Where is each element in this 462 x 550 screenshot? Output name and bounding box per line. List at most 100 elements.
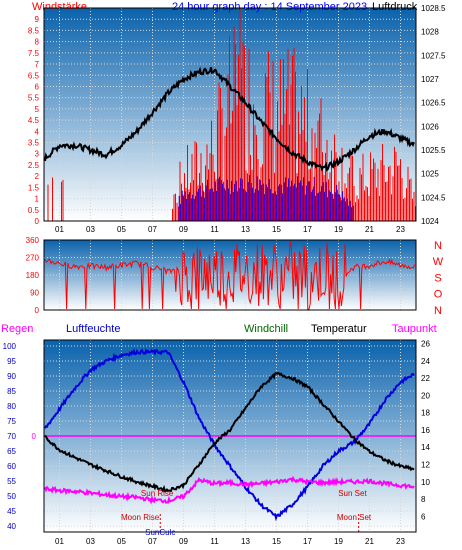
pressure-tick-label: 1025 [421, 170, 439, 179]
plot-frame [43, 239, 417, 311]
x-tick-label: 21 [365, 537, 374, 546]
wind-speed-tick-label: 1 [35, 195, 40, 204]
pressure-tick-label: 1027 [421, 75, 439, 84]
x-tick-label: 15 [272, 225, 281, 234]
x-tick-label: 05 [117, 225, 126, 234]
event-annotation: Moon Set [337, 513, 372, 522]
compass-label: O [434, 289, 443, 301]
temperature-line [44, 372, 415, 493]
x-tick-label: 07 [148, 537, 157, 546]
wind-speed-tick-label: 1.5 [28, 183, 40, 192]
humidity-tick-label: 90 [7, 372, 16, 381]
x-tick-label: 09 [179, 225, 188, 234]
humidity-tick-label: 80 [7, 402, 16, 411]
temperature-tick-label: 8 [421, 495, 426, 504]
wind-speed-tick-label: 2.5 [28, 161, 40, 170]
pressure-line [44, 66, 415, 172]
wind-speed-tick-label: 3 [35, 150, 40, 159]
compass-label: W [433, 256, 444, 268]
pressure-tick-label: 1028 [421, 28, 439, 37]
compass-label: N [434, 305, 442, 317]
wind-speed-axis-title: Windstärke [32, 1, 87, 13]
wind-speed-tick-label: 4 [35, 127, 40, 136]
direction-tick-label: 0 [35, 306, 40, 315]
temperature-tick-label: 10 [421, 478, 430, 487]
humidity-tick-label: 85 [7, 387, 16, 396]
wind-speed-tick-label: 7 [35, 60, 40, 69]
wind-speed-tick-label: 6.5 [28, 71, 40, 80]
direction-tick-label: 90 [30, 289, 39, 298]
temperature-tick-label: 24 [421, 357, 430, 366]
pressure-tick-label: 1027.5 [421, 51, 446, 60]
event-annotation: Sun Rise [141, 489, 174, 498]
event-annotation: Sun Set [338, 489, 367, 498]
wind-speed-tick-label: 7.5 [28, 49, 40, 58]
humidity-line [44, 347, 415, 522]
event-annotation: SunCulc [145, 528, 175, 537]
x-tick-label: 01 [55, 537, 64, 546]
x-tick-label: 17 [303, 225, 312, 234]
humidity-tick-label: 50 [7, 492, 16, 501]
x-tick-label: 05 [117, 537, 126, 546]
humidity-tick-label: 45 [7, 507, 16, 516]
humidity-tick-label: 75 [7, 417, 16, 426]
x-tick-label: 21 [365, 225, 374, 234]
plot-frame [43, 7, 417, 222]
humidity-legend: Luftfeuchte [66, 323, 120, 335]
x-tick-label: 11 [210, 537, 219, 546]
temperature-tick-label: 20 [421, 391, 430, 400]
humidity-tick-label: 95 [7, 357, 16, 366]
wind-direction-series [44, 241, 416, 310]
wind-speed-tick-label: 8 [35, 38, 40, 47]
rain-zero-label: 0 [32, 432, 37, 441]
wind-speed-tick-label: 0.5 [28, 206, 40, 215]
wind-speed-tick-label: 3.5 [28, 139, 40, 148]
humidity-tick-label: 100 [3, 342, 17, 351]
dewpoint-legend: Taupunkt [392, 323, 437, 335]
wind-direction-line [44, 241, 416, 310]
x-tick-label: 15 [272, 537, 281, 546]
pressure-tick-label: 1028.5 [421, 4, 446, 13]
wind-speed-tick-label: 4.5 [28, 116, 40, 125]
temperature-tick-label: 22 [421, 374, 430, 383]
windchill-legend: Windchill [244, 323, 288, 335]
temperature-tick-label: 6 [421, 512, 426, 521]
x-tick-label: 23 [396, 537, 405, 546]
humidity-tick-label: 65 [7, 447, 16, 456]
x-tick-label: 19 [334, 225, 343, 234]
direction-tick-label: 270 [26, 254, 40, 263]
x-tick-label: 17 [303, 537, 312, 546]
temperature-legend: Temperatur [311, 323, 367, 335]
temperature-tick-label: 26 [421, 339, 430, 348]
x-tick-label: 13 [241, 537, 250, 546]
compass-label: N [434, 240, 442, 252]
wind-speed-tick-label: 5 [35, 105, 40, 114]
x-tick-label: 13 [241, 225, 250, 234]
direction-tick-label: 360 [26, 236, 40, 245]
temperature-tick-label: 16 [421, 426, 430, 435]
wind-speed-tick-label: 8.5 [28, 26, 40, 35]
pressure-tick-label: 1026.5 [421, 99, 446, 108]
x-tick-label: 23 [396, 225, 405, 234]
temperature-tick-label: 14 [421, 443, 430, 452]
temperature-tick-label: 18 [421, 409, 430, 418]
chart-title: 24 hour graph day : 14 September 2023 [172, 1, 367, 13]
wind-speed-tick-label: 9 [35, 15, 40, 24]
temperature-humidity-series [44, 347, 416, 532]
x-tick-label: 07 [148, 225, 157, 234]
pressure-tick-label: 1026 [421, 122, 439, 131]
x-tick-label: 01 [55, 225, 64, 234]
x-tick-label: 09 [179, 537, 188, 546]
direction-tick-label: 180 [26, 271, 40, 280]
compass-label: S [434, 272, 441, 284]
humidity-tick-label: 60 [7, 462, 16, 471]
pressure-axis-title: Luftdruck [372, 1, 418, 13]
x-tick-label: 19 [334, 537, 343, 546]
event-annotation: Moon Rise [121, 513, 160, 522]
temperature-tick-label: 12 [421, 461, 430, 470]
dewpoint-line [44, 475, 415, 505]
humidity-tick-label: 70 [7, 432, 16, 441]
humidity-tick-label: 40 [7, 522, 16, 531]
